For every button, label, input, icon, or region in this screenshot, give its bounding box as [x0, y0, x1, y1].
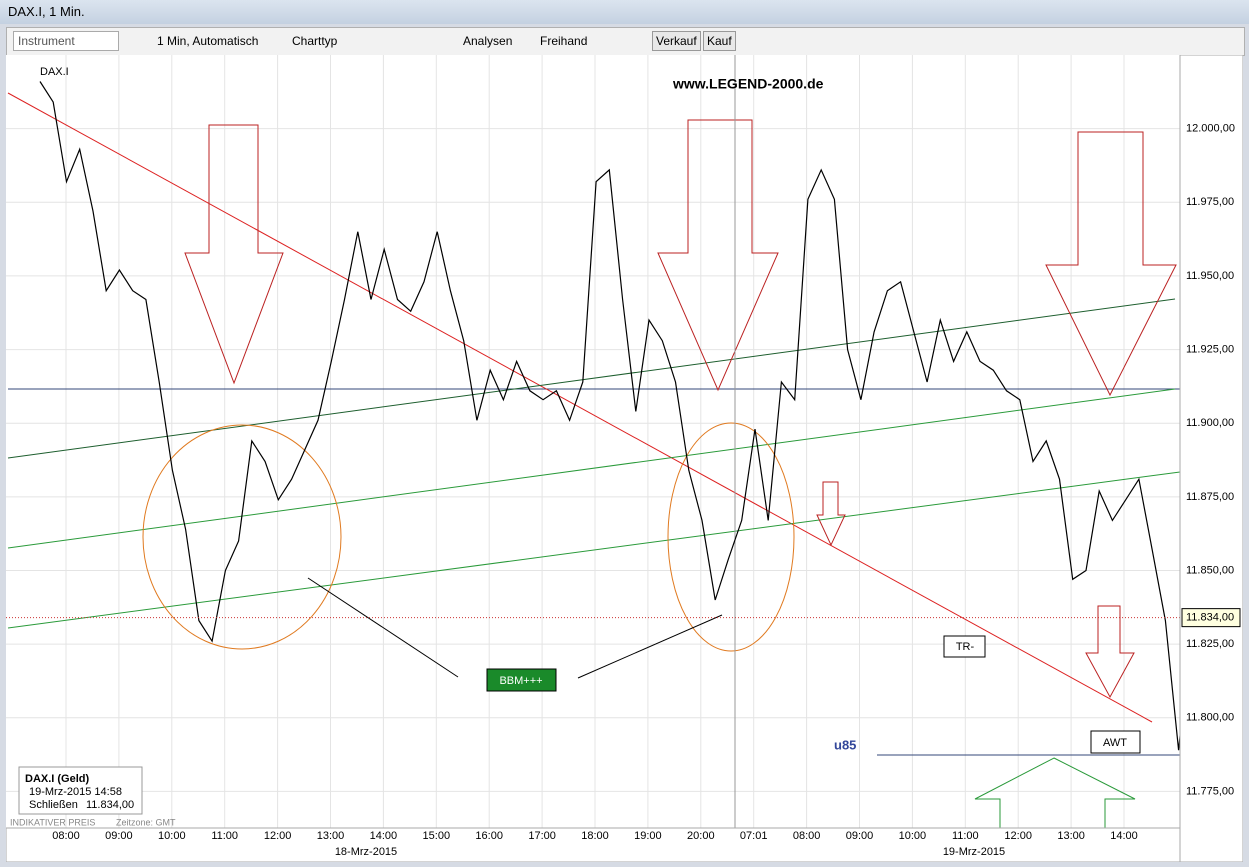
awt-box: [1090, 730, 1141, 754]
pointer-line: [577, 614, 723, 679]
circle: [142, 424, 342, 650]
x-tick-label: 20:00: [687, 830, 715, 842]
toolbar: Instrument 1 Min, Automatisch Charttyp A…: [6, 27, 1245, 56]
y-tick-label: 11.850,00: [1186, 564, 1234, 576]
bbm-label: BBM+++: [499, 675, 542, 687]
last-price-box: [1181, 608, 1241, 628]
y-tick-label: 11.925,00: [1186, 343, 1234, 355]
down-arrow: [657, 119, 779, 392]
x-tick-label: 14:00: [1110, 830, 1138, 842]
chart: www.LEGEND-2000.de DAX.I BBM+++ TR- AWT …: [6, 55, 1243, 862]
x-tick-label: 14:00: [370, 830, 398, 842]
x-tick-label: 11:00: [211, 830, 238, 842]
tr-label: TR-: [956, 641, 975, 653]
tr-box: [943, 635, 986, 658]
x-tick-label: 11:00: [952, 830, 979, 842]
x-tick-label: 10:00: [158, 830, 186, 842]
x-tick-label: 12:00: [1004, 830, 1032, 842]
timezone: Zeitzone: GMT: [116, 817, 176, 827]
freihand-menu[interactable]: Freihand: [540, 34, 588, 48]
down-arrow: [184, 124, 284, 385]
date-label: 19-Mrz-2015: [943, 846, 1005, 858]
drawings: [7, 55, 1181, 858]
charttyp-menu[interactable]: Charttyp: [292, 34, 338, 48]
price-line: [39, 81, 1193, 751]
trend-line: [7, 298, 1176, 459]
grid: [6, 55, 1180, 828]
x-tick-label: 13:00: [317, 830, 345, 842]
plot: [6, 81, 1193, 751]
chart-bg: [6, 55, 1243, 862]
x-tick-label: 19:00: [634, 830, 662, 842]
last-price-label: 11.834,00: [1186, 612, 1234, 624]
instrument-input[interactable]: Instrument: [13, 31, 119, 51]
price-note: INDIKATIVER PREIS: [10, 817, 95, 827]
trend-line: [7, 471, 1181, 629]
down-arrow: [816, 481, 846, 547]
y-tick-label: 12.000,00: [1186, 123, 1235, 135]
x-tick-label: 12:00: [264, 830, 292, 842]
pointer-line: [307, 577, 459, 678]
y-tick-label: 11.900,00: [1186, 417, 1234, 429]
y-tick-label: 11.975,00: [1186, 196, 1234, 208]
title-bar: DAX.I, 1 Min.: [0, 0, 1249, 24]
kauf-button[interactable]: Kauf: [703, 31, 736, 51]
y-tick-label: 11.825,00: [1186, 638, 1234, 650]
x-tick-label: 10:00: [899, 830, 927, 842]
interval-menu[interactable]: 1 Min, Automatisch: [157, 34, 259, 48]
trend-line: [7, 388, 1176, 549]
window-title: DAX.I, 1 Min.: [8, 4, 85, 19]
verkauf-button[interactable]: Verkauf: [652, 31, 701, 51]
analysen-menu[interactable]: Analysen: [463, 34, 513, 48]
x-tick-label: 13:00: [1057, 830, 1085, 842]
down-arrow: [1085, 605, 1135, 699]
trend-line: [7, 92, 1153, 723]
price-axis: [1179, 55, 1243, 862]
x-tick-label: 09:00: [846, 830, 874, 842]
symbol-label: DAX.I: [40, 66, 69, 78]
y-tick-label: 11.875,00: [1186, 491, 1234, 503]
date-label: 18-Mrz-2015: [335, 846, 397, 858]
x-tick-label: 08:00: [52, 830, 80, 842]
awt-label: AWT: [1103, 737, 1127, 749]
info-datetime: 19-Mrz-2015 14:58: [29, 786, 122, 798]
info-box: [18, 766, 143, 815]
bbm-box: [486, 668, 557, 692]
y-tick-label: 11.800,00: [1186, 712, 1234, 724]
time-axis: [6, 827, 1181, 862]
info-close-value: 11.834,00: [86, 799, 134, 811]
y-tick-label: 11.775,00: [1186, 785, 1234, 797]
x-tick-label: 15:00: [423, 830, 451, 842]
down-arrow: [1045, 131, 1177, 397]
x-tick-label: 09:00: [105, 830, 133, 842]
u85-label: u85: [834, 737, 856, 752]
x-tick-label: 17:00: [528, 830, 556, 842]
x-tick-label: 07:01: [740, 830, 768, 842]
info-title: DAX.I (Geld): [25, 773, 90, 785]
info-close-label: Schließen: [29, 799, 78, 811]
y-tick-label: 11.950,00: [1186, 270, 1234, 282]
x-tick-label: 08:00: [793, 830, 821, 842]
x-tick-label: 16:00: [475, 830, 503, 842]
x-tick-label: 18:00: [581, 830, 609, 842]
circle: [667, 422, 795, 652]
watermark: www.LEGEND-2000.de: [672, 76, 824, 92]
